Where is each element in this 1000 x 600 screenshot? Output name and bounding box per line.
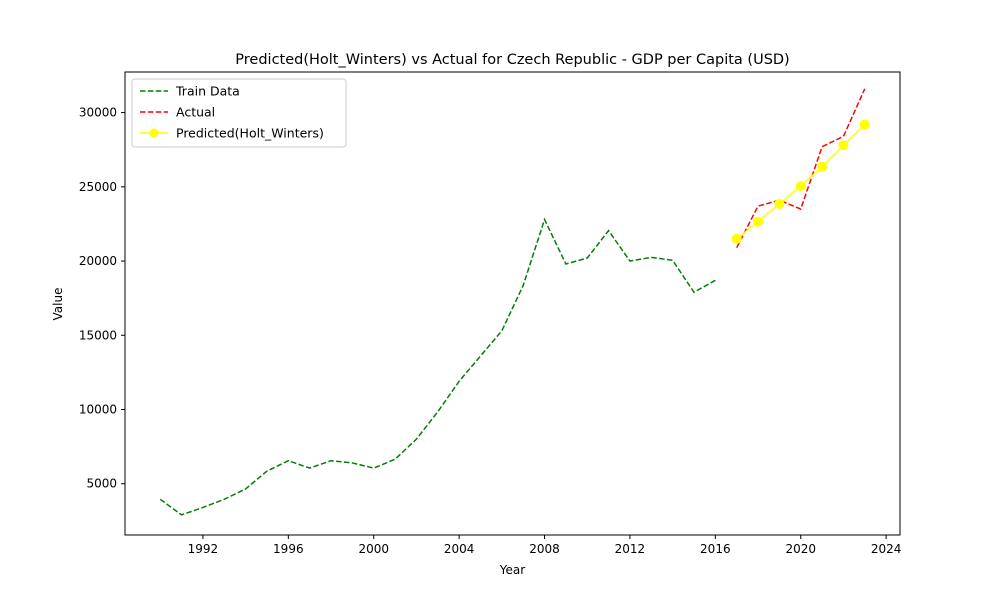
legend-label: Predicted(Holt_Winters) <box>176 126 324 141</box>
legend-marker <box>149 128 159 138</box>
data-point-predicted-holt-winters <box>859 119 870 130</box>
legend-label: Actual <box>176 105 215 120</box>
x-tick-label: 1992 <box>188 542 219 556</box>
x-axis-label: Year <box>499 563 525 577</box>
x-tick-label: 2020 <box>785 542 816 556</box>
x-tick-label: 2000 <box>358 542 389 556</box>
legend: Train Data Actual Predicted(Holt_Winters) <box>131 78 347 148</box>
chart-title: Predicted(Holt_Winters) vs Actual for Cz… <box>235 52 789 68</box>
x-tick-label: 2024 <box>871 542 902 556</box>
data-point-predicted-holt-winters <box>731 233 742 244</box>
data-point-predicted-holt-winters <box>838 140 849 151</box>
y-tick-label: 5000 <box>86 477 117 491</box>
data-point-predicted-holt-winters <box>795 181 806 192</box>
x-tick-label: 1996 <box>273 542 304 556</box>
x-tick-label: 2012 <box>615 542 646 556</box>
data-point-predicted-holt-winters <box>774 198 785 209</box>
data-point-predicted-holt-winters <box>817 161 828 172</box>
y-axis-ticks: 5000 10000 15000 20000 25000 30000 <box>79 106 125 491</box>
x-axis-ticks: 1992 1996 2000 2004 2008 2012 2016 2020 2024 <box>188 535 902 556</box>
x-tick-label: 2008 <box>529 542 560 556</box>
x-tick-label: 2016 <box>700 542 731 556</box>
y-tick-label: 10000 <box>79 402 117 416</box>
x-tick-label: 2004 <box>444 542 475 556</box>
y-tick-label: 30000 <box>79 106 117 120</box>
axes-frame <box>124 71 901 536</box>
y-tick-label: 20000 <box>79 254 117 268</box>
legend-box <box>131 78 347 148</box>
y-axis-label: Value <box>51 288 65 321</box>
series-line-actual <box>736 88 866 249</box>
y-tick-label: 25000 <box>79 180 117 194</box>
series-layer <box>159 88 870 516</box>
legend-label: Train Data <box>175 84 240 99</box>
y-tick-label: 15000 <box>79 328 117 342</box>
series-line-train-data <box>159 217 716 516</box>
data-point-predicted-holt-winters <box>753 216 764 227</box>
